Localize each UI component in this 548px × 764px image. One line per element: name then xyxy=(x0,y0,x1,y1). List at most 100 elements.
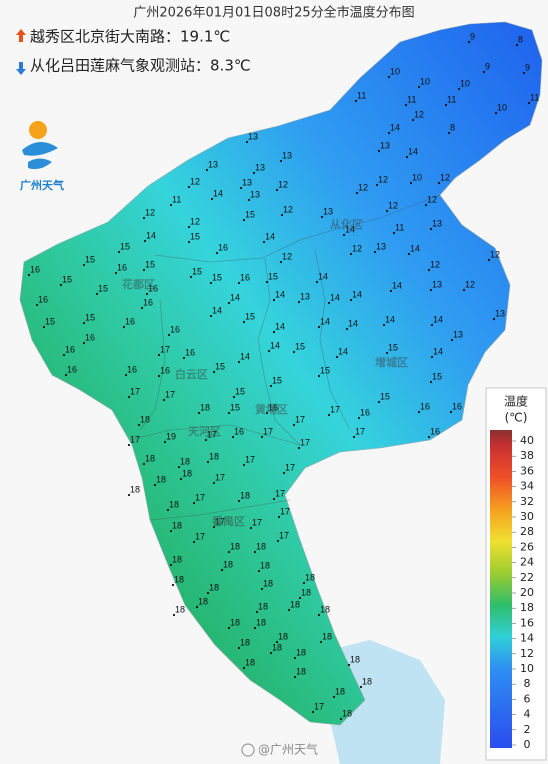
station-temp: 17 xyxy=(130,386,140,396)
legend-unit: (℃) xyxy=(505,411,528,425)
station-temp: 10 xyxy=(460,78,470,88)
station-dot xyxy=(482,70,486,74)
station-dot xyxy=(162,398,166,402)
station-dot xyxy=(327,413,331,417)
station-dot xyxy=(192,501,196,505)
station-temp: 14 xyxy=(320,316,330,326)
station-temp: 14 xyxy=(348,318,358,328)
station-dot xyxy=(377,149,381,153)
station-dot xyxy=(140,306,144,310)
station-dot xyxy=(467,40,471,44)
station-temp: 17 xyxy=(245,454,255,464)
station-temp: 16 xyxy=(67,364,77,374)
station-dot xyxy=(163,440,167,444)
station-temp: 18 xyxy=(223,559,233,569)
station-temp: 18 xyxy=(130,484,140,494)
station-dot xyxy=(417,85,421,89)
station-dot xyxy=(145,292,149,296)
station-temp: 18 xyxy=(140,414,150,424)
district-label: 增城区 xyxy=(375,355,408,369)
station-temp: 18 xyxy=(198,596,208,606)
station-dot xyxy=(447,131,451,135)
station-temp: 18 xyxy=(209,451,219,461)
legend-tick-label: 34 xyxy=(520,480,534,493)
station-temp: 15 xyxy=(215,361,225,371)
station-dot xyxy=(522,71,526,75)
station-temp: 14 xyxy=(392,280,402,290)
station-dot xyxy=(253,550,257,554)
station-dot xyxy=(405,155,409,159)
station-temp: 15 xyxy=(245,209,255,219)
station-temp: 14 xyxy=(230,292,240,302)
legend-tick-label: 18 xyxy=(520,601,534,614)
station-dot xyxy=(417,410,421,414)
station-temp: 14 xyxy=(408,146,418,156)
station-temp: 12 xyxy=(414,109,424,119)
station-dot xyxy=(260,435,264,439)
station-temp: 14 xyxy=(352,289,362,299)
station-temp: 17 xyxy=(279,530,289,540)
station-dot xyxy=(252,171,256,175)
station-temp: 13 xyxy=(300,291,310,301)
station-dot xyxy=(257,569,261,573)
station-temp: 18 xyxy=(145,453,155,463)
station-dot xyxy=(265,280,269,284)
station-dot xyxy=(82,321,86,325)
station-dot xyxy=(457,87,461,91)
station-dot xyxy=(253,626,257,630)
station-dot xyxy=(59,283,63,287)
station-temp: 15 xyxy=(85,254,95,264)
legend: 温度 (℃) 403836343230282624222018161412108… xyxy=(485,387,547,761)
station-dot xyxy=(429,380,433,384)
station-temp: 18 xyxy=(258,601,268,611)
station-temp: 16 xyxy=(160,365,170,375)
station-temp: 18 xyxy=(230,541,240,551)
station-dot xyxy=(42,325,46,329)
station-dot xyxy=(127,443,131,447)
station-dot xyxy=(444,103,448,107)
station-dot xyxy=(142,268,146,272)
station-temp: 17 xyxy=(280,506,290,516)
station-dot xyxy=(122,325,126,329)
station-dot xyxy=(385,209,389,213)
station-temp: 12 xyxy=(190,176,200,186)
station-temp: 13 xyxy=(323,206,333,216)
station-temp: 15 xyxy=(62,274,72,284)
station-temp: 18 xyxy=(175,604,185,614)
station-temp: 18 xyxy=(209,582,219,592)
station-temp: 17 xyxy=(215,516,225,526)
station-temp: 12 xyxy=(430,259,440,269)
station-dot xyxy=(249,526,253,530)
station-dot xyxy=(205,168,209,172)
station-temp: 18 xyxy=(296,666,306,676)
station-temp: 12 xyxy=(190,216,200,226)
station-temp: 17 xyxy=(215,472,225,482)
station-temp: 13 xyxy=(432,218,442,228)
station-temp: 18 xyxy=(180,456,190,466)
station-temp: 15 xyxy=(145,259,155,269)
station-temp: 12 xyxy=(282,251,292,261)
color-scale xyxy=(490,430,512,748)
station-dot xyxy=(242,320,246,324)
station-temp: 18 xyxy=(350,654,360,664)
district-label: 从化区 xyxy=(330,217,363,231)
station-dot xyxy=(187,240,191,244)
legend-tick-label: 0 xyxy=(524,738,531,751)
station-temp: 9 xyxy=(485,61,490,71)
legend-tick-label: 38 xyxy=(520,449,534,462)
station-temp: 12 xyxy=(440,172,450,182)
station-dot xyxy=(411,118,415,122)
station-dot xyxy=(210,197,214,201)
station-dot xyxy=(239,186,243,190)
station-temp: 15 xyxy=(120,241,130,251)
station-temp: 12 xyxy=(283,204,293,214)
station-temp: 12 xyxy=(358,182,368,192)
station-temp: 15 xyxy=(235,386,245,396)
station-temp: 17 xyxy=(275,488,285,498)
station-temp: 12 xyxy=(465,279,475,289)
legend-tick-label: 32 xyxy=(520,495,534,508)
station-temp: 11 xyxy=(530,92,539,102)
station-temp: 18 xyxy=(305,572,315,582)
station-dot xyxy=(407,252,411,256)
